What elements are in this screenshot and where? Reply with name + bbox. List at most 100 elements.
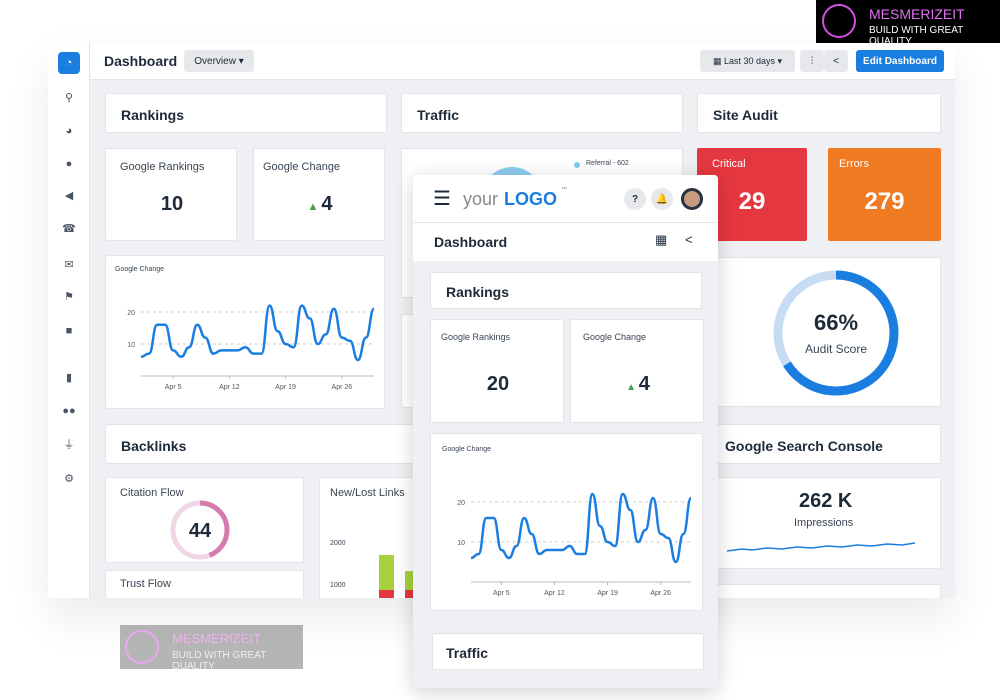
trust-flow-card: Trust Flow (105, 570, 304, 598)
notification-bell-icon[interactable]: 🔔 (651, 188, 673, 210)
legend-referral: Referral - 602 (586, 160, 629, 167)
share-icon[interactable]: < (685, 232, 693, 247)
bar-lost (405, 590, 413, 598)
watermark-text: MESMERIZEIT (172, 631, 261, 646)
mobile-title-bar: Dashboard ▦ < (413, 223, 718, 261)
search-icon[interactable]: ⚲ (64, 92, 74, 104)
audit-score-card: 66% Audit Score (697, 257, 941, 407)
series-line (140, 304, 376, 362)
google-change-value: 4 (321, 193, 333, 215)
gsc-title: Google Search Console (725, 438, 883, 454)
logo-text: your (463, 189, 499, 209)
dashboard-icon[interactable]: ◔ (58, 52, 80, 74)
impressions-label: Impressions (794, 517, 854, 529)
watermark-logo-icon (125, 630, 159, 664)
audit-score-label: Audit Score (804, 342, 868, 356)
watermark-logo: MESMERIZEIT BUILD WITH GREAT QUALITY (816, 0, 1000, 47)
plug-icon[interactable]: ⏚ (63, 439, 75, 451)
top-bar: Dashboard Overview ▾ ▦ Last 30 days ▾ ⫶ … (90, 42, 955, 80)
mobile-rankings-header: Rankings (430, 272, 702, 309)
site-audit-title: Site Audit (713, 107, 778, 123)
x-tick-label: Apr 5 (493, 590, 510, 597)
impressions-card: 262 K Impressions (708, 477, 941, 569)
mobile-top-bar: ☰ your LOGO ™ ? 🔔 (413, 175, 718, 223)
bar-new (379, 555, 394, 590)
errors-card: Errors 279 (828, 148, 941, 241)
briefcase-icon[interactable]: ■ (65, 325, 73, 337)
mobile-preview: ☰ your LOGO ™ ? 🔔 Dashboard ▦ < Rankings… (413, 175, 718, 688)
x-tick-label: Apr 26 (332, 384, 353, 391)
citation-flow-gauge (170, 500, 230, 560)
google-change-chart-card: Google Change 10 20 Apr 5 Apr 12 Apr 19 Apr 2… (105, 255, 385, 409)
megaphone-icon[interactable]: ◀ (64, 190, 74, 202)
watermark-overlay: MESMERIZEIT BUILD WITH GREAT QUALITY (120, 625, 303, 672)
google-change-label: Google Change (583, 332, 647, 342)
view-select-label: Overview (194, 55, 236, 67)
errors-value: 279 (864, 188, 905, 215)
sidebar: ◔ ⚲ ◕ ● ◀ ☎ ✉ ⚑ ■ ▮ ●● ⏚ ⚙ (48, 42, 90, 598)
gsc-header: Google Search Console (708, 424, 941, 464)
legend-dot (574, 162, 580, 168)
date-range-select[interactable]: ▦ Last 30 days ▾ (700, 50, 795, 72)
x-tick-label: Apr 26 (650, 590, 671, 597)
filter-icon[interactable]: ⫶ (800, 50, 824, 72)
citation-flow-card: Citation Flow 44 (105, 477, 304, 563)
mobile-google-rankings-card: Google Rankings 20 (430, 319, 564, 423)
y-tick-label: 10 (457, 540, 465, 547)
edit-dashboard-button[interactable]: Edit Dashboard (856, 50, 944, 72)
x-tick-label: Apr 5 (165, 384, 182, 391)
chart-title: Google Change (115, 266, 165, 273)
audit-score-gauge (773, 270, 899, 396)
chart-title: Google Change (442, 446, 492, 453)
google-rankings-card: Google Rankings 10 (105, 148, 237, 241)
help-icon[interactable]: ? (624, 188, 646, 210)
share-icon[interactable]: < (824, 50, 848, 72)
calendar-icon[interactable]: ▦ (655, 232, 668, 247)
chat-icon[interactable]: ● (65, 158, 73, 170)
google-rankings-label: Google Rankings (441, 332, 511, 342)
phone-icon[interactable]: ☎ (62, 223, 76, 235)
x-tick-label: Apr 19 (597, 590, 618, 597)
impressions-value: 262 K (799, 490, 853, 512)
x-tick-label: Apr 19 (275, 384, 296, 391)
new-lost-links-title: New/Lost Links (330, 487, 405, 499)
page-title: Dashboard (104, 53, 178, 69)
mobile-traffic-title: Traffic (446, 645, 489, 661)
critical-value: 29 (738, 188, 766, 215)
watermark-subtext: BUILD WITH GREAT QUALITY (869, 25, 964, 47)
logo-tm: ™ (561, 187, 567, 193)
pie-chart-icon[interactable]: ◕ (65, 125, 73, 137)
y-tick-label: 20 (127, 310, 135, 317)
mobile-google-change-card: Google Change ▲ 4 (570, 319, 704, 423)
mobile-page-title: Dashboard (434, 234, 508, 250)
mobile-rankings-title: Rankings (446, 284, 510, 300)
y-tick-label: 20 (457, 500, 465, 507)
users-icon[interactable]: ●● (62, 405, 76, 417)
series-line (470, 492, 693, 564)
x-tick-label: Apr 12 (544, 590, 565, 597)
google-rankings-value: 20 (486, 373, 510, 395)
mail-icon[interactable]: ✉ (64, 259, 74, 271)
rankings-header: Rankings (105, 93, 387, 133)
location-icon[interactable]: ⚑ (64, 291, 74, 303)
hamburger-menu-icon[interactable]: ☰ (433, 188, 451, 210)
site-audit-header: Site Audit (697, 93, 941, 133)
view-select[interactable]: Overview ▾ (184, 50, 254, 72)
y-tick: 2000 (330, 540, 346, 547)
document-icon[interactable]: ▮ (65, 372, 73, 384)
new-lost-links-card: New/Lost Links 2000 1000 (319, 477, 429, 598)
citation-flow-label: Citation Flow (120, 487, 184, 499)
google-rankings-value: 10 (160, 193, 184, 215)
watermark-logo-icon (822, 4, 856, 38)
avatar[interactable] (681, 188, 703, 210)
up-arrow-icon: ▲ (307, 201, 322, 213)
y-tick: 1000 (330, 582, 346, 589)
impressions-sparkline (727, 542, 916, 552)
watermark-text: MESMERIZEIT (869, 6, 965, 22)
logo-text-bold: LOGO (504, 189, 557, 209)
gear-icon[interactable]: ⚙ (64, 473, 74, 485)
calendar-icon: ▦ (712, 55, 724, 66)
line-chart: 10 20 Apr 5 Apr 12 Apr 19 Apr 26 (127, 304, 376, 391)
citation-flow-value: 44 (188, 520, 212, 542)
errors-label: Errors (839, 158, 869, 170)
